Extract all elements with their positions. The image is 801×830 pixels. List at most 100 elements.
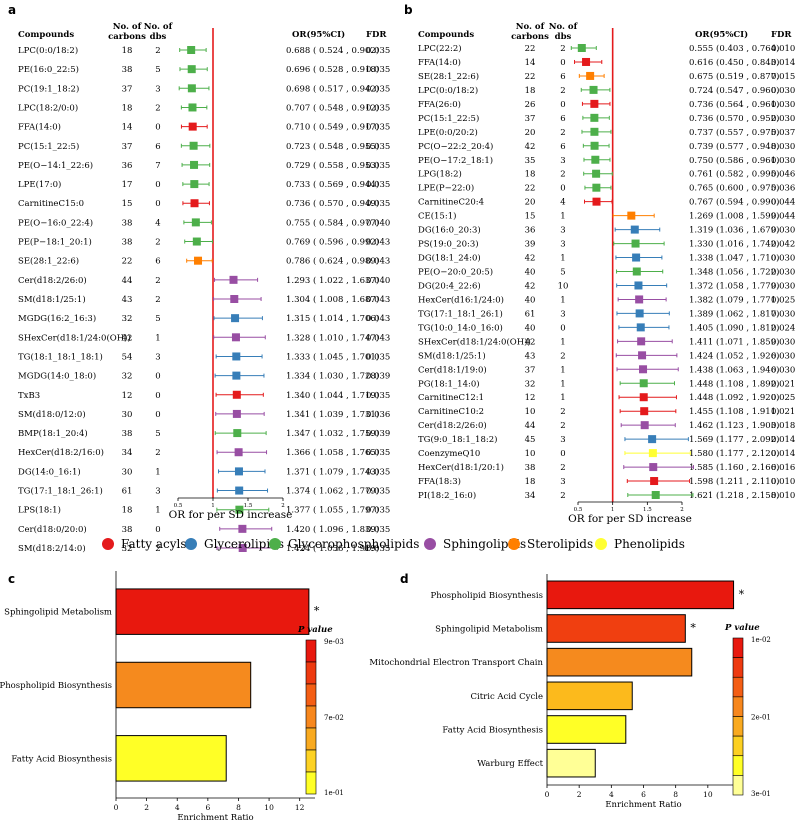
compound-label: LPC(0:0/18:2) — [418, 85, 478, 96]
compound-label: PE(P−18:1_20:1) — [18, 237, 92, 248]
fdr-value: 0.021 — [771, 407, 795, 417]
dbs-value: 2 — [155, 544, 160, 554]
pathway-label: Citric Acid Cycle — [471, 692, 543, 702]
dbs-value: 6 — [560, 114, 565, 124]
compound-label: LPE(17:0) — [18, 179, 61, 190]
fdr-value: 0.044 — [771, 198, 795, 208]
carbons-value: 32 — [122, 372, 133, 382]
dbs-value: 1 — [560, 365, 565, 375]
compound-label: CarnitineC12:1 — [418, 393, 484, 403]
dbs-value: 2 — [560, 463, 565, 473]
compound-label: FFA(14:0) — [18, 122, 61, 133]
x-tick-label: 12 — [295, 803, 305, 812]
compound-label: FFA(14:0) — [418, 57, 461, 68]
dbs-value: 6 — [560, 72, 565, 82]
colorbar-tick-label: 3e-01 — [751, 790, 771, 798]
or-point — [233, 429, 242, 438]
or-ci-value: 1.455 (1.108 , 1.911) — [689, 406, 779, 417]
carbons-value: 44 — [525, 421, 536, 431]
dbs-value: 3 — [560, 435, 565, 445]
pathway-label: Phospholipid Biosynthesis — [430, 591, 543, 601]
or-ci-value: 1.340 ( 1.044 , 1.719) — [286, 390, 379, 401]
carbons-value: 37 — [525, 114, 536, 124]
header-carbons-line1: No. of — [516, 22, 546, 32]
fdr-value: 0.030 — [771, 337, 795, 347]
header-fdr: FDR — [771, 30, 792, 40]
carbons-value: 15 — [122, 199, 133, 209]
pathway-label: Phospholipid Biosynthesis — [0, 681, 112, 691]
or-point — [235, 486, 244, 495]
dbs-value: 0 — [560, 184, 565, 194]
enrichment-bar — [115, 661, 252, 709]
or-point — [577, 44, 586, 52]
fdr-value: 0.035 — [366, 123, 390, 133]
or-ci-value: 1.382 (1.079 , 1.771) — [689, 294, 779, 305]
carbons-value: 37 — [525, 365, 536, 375]
dbs-value: 0 — [560, 100, 565, 110]
colorbar-segment — [305, 639, 317, 663]
or-point — [188, 103, 197, 112]
legend-marker — [595, 538, 607, 550]
or-ci-value: 1.424 ( 1.056 , 1.919) — [286, 543, 379, 554]
compound-label: SM(d18:0/12:0) — [18, 409, 86, 420]
or-point — [590, 141, 599, 150]
fdr-value: 0.035 — [366, 525, 390, 535]
compound-label: MGDG(14:0_18:0) — [18, 371, 96, 382]
or-ci-value: 1.319 (1.036 , 1.679) — [689, 225, 779, 236]
or-ci-value: 1.621 (1.218 , 2.158) — [689, 490, 779, 501]
or-ci-value: 1.462 (1.123 , 1.903) — [689, 420, 779, 431]
or-point — [238, 524, 247, 533]
fdr-value: 0.035 — [366, 142, 390, 152]
fdr-value: 0.014 — [771, 435, 795, 445]
compound-label: HexCer(d18:1/20:1) — [418, 462, 504, 473]
carbons-value: 43 — [122, 295, 133, 305]
dbs-value: 0 — [155, 525, 160, 535]
carbons-value: 61 — [525, 309, 536, 319]
carbons-value: 18 — [525, 477, 536, 487]
colorbar-title: P value — [297, 625, 333, 635]
fdr-value: 0.035 — [366, 180, 390, 190]
compound-label: Cer(d18:2/26:0) — [418, 420, 487, 431]
or-point — [636, 323, 645, 332]
x-tick-label: 4 — [175, 803, 180, 812]
carbons-value: 18 — [122, 46, 133, 56]
compound-label: PC(15:1_22:5) — [18, 141, 79, 152]
or-ci-value: 0.786 ( 0.624 , 0.989) — [286, 256, 379, 267]
enrichment-bar — [546, 748, 596, 778]
dbs-value: 0 — [155, 180, 160, 190]
or-ci-value: 1.328 ( 1.010 , 1.747) — [286, 332, 379, 343]
fdr-value: 0.035 — [366, 199, 390, 209]
carbons-value: 36 — [122, 161, 133, 171]
dbs-value: 3 — [560, 156, 565, 166]
compound-label: LPC(22:2) — [418, 43, 462, 54]
dbs-value: 0 — [560, 323, 565, 333]
carbons-value: 20 — [525, 128, 536, 138]
compound-label: LPE(P−22:0) — [418, 183, 474, 194]
compound-label: BMP(18:1_20:4) — [18, 428, 88, 439]
x-tick-label: 0.5 — [574, 507, 583, 513]
dbs-value: 0 — [560, 449, 565, 459]
enrichment-bar — [115, 588, 310, 635]
carbons-value: 12 — [122, 391, 133, 401]
carbons-value: 26 — [525, 100, 536, 110]
colorbar-tick-label: 7e-02 — [324, 714, 344, 722]
or-ci-value: 1.338 (1.047 , 1.710) — [689, 253, 779, 264]
carbons-value: 30 — [122, 467, 133, 477]
or-ci-value: 1.341 ( 1.039 , 1.731) — [286, 409, 379, 420]
carbons-value: 14 — [525, 58, 536, 68]
colorbar-segment — [732, 696, 744, 717]
header-fdr: FDR — [366, 30, 387, 40]
or-point — [635, 309, 644, 318]
colorbar-segment — [305, 661, 317, 685]
or-point — [640, 421, 649, 430]
enrichment-bar — [546, 614, 686, 643]
compound-label: Cer(d18:1/19:0) — [418, 364, 487, 375]
or-point — [639, 365, 648, 374]
x-axis-title-d: Enrichment Ratio — [605, 800, 681, 810]
x-tick-label: 8 — [236, 803, 241, 812]
or-ci-value: 0.736 (0.564 , 0.961) — [689, 99, 779, 110]
or-ci-value: 1.389 (1.062 , 1.817) — [689, 308, 779, 319]
header-compounds: Compounds — [418, 30, 474, 40]
carbons-value: 14 — [122, 123, 133, 133]
carbons-value: 10 — [525, 449, 536, 459]
